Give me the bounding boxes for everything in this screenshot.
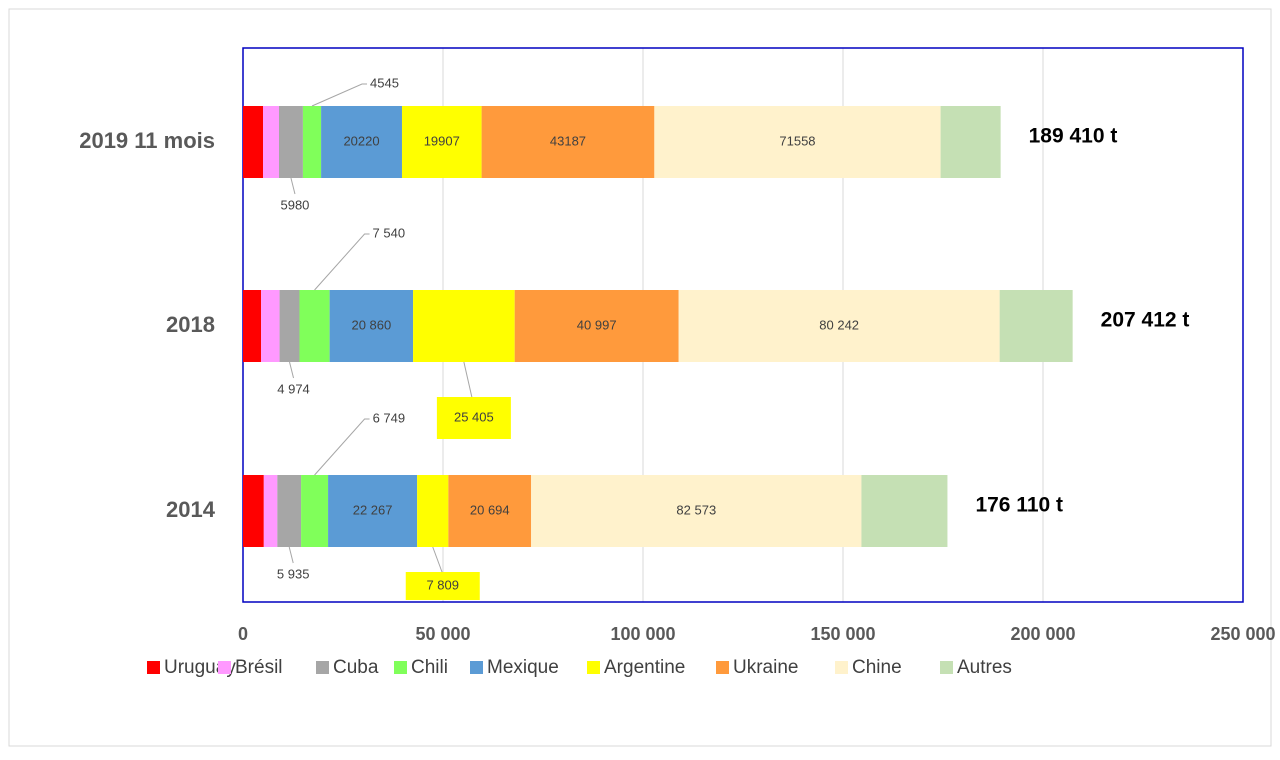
callout-line — [311, 83, 368, 107]
callout-line — [289, 361, 295, 379]
bar-segment — [243, 475, 264, 547]
data-label: 4 974 — [277, 381, 310, 396]
bar-segment — [514, 290, 679, 362]
legend-swatch — [940, 661, 953, 674]
data-label: 20 694 — [470, 502, 510, 517]
bar-segment — [329, 290, 414, 362]
bar-segment — [328, 475, 418, 547]
bar-segment — [279, 290, 300, 362]
legend-label: Chine — [852, 657, 902, 678]
data-label-box — [436, 397, 511, 439]
data-label: 40 997 — [577, 317, 617, 332]
total-label: 189 410 t — [1029, 125, 1118, 148]
bar-segment — [940, 106, 1001, 178]
x-tick-label: 250 000 — [1210, 624, 1275, 644]
callout-line — [314, 233, 370, 291]
bar-segment — [243, 290, 261, 362]
y-tick-label: 2014 — [166, 497, 216, 522]
bar-segment — [261, 290, 280, 362]
bar-segment — [263, 475, 278, 547]
legend-label: Chili — [411, 657, 448, 678]
bar-segment — [263, 106, 279, 178]
bar-segment — [481, 106, 655, 178]
data-label: 5980 — [280, 197, 309, 212]
bar-segment — [417, 475, 449, 547]
legend-label: Mexique — [487, 657, 559, 678]
legend-label: Ukraine — [733, 657, 798, 678]
bar-segment — [299, 290, 330, 362]
callout-line — [290, 177, 296, 195]
x-tick-label: 0 — [238, 624, 248, 644]
bar-segment — [321, 106, 402, 178]
legend-swatch — [316, 661, 329, 674]
total-label: 207 412 t — [1101, 309, 1190, 332]
data-label: 82 573 — [676, 502, 716, 517]
data-label: 6 749 — [373, 410, 406, 425]
data-label: 22 267 — [353, 502, 393, 517]
bar-segment — [654, 106, 941, 178]
data-label: 25 405 — [454, 409, 494, 424]
x-tick-label: 200 000 — [1010, 624, 1075, 644]
data-label: 7 540 — [373, 225, 406, 240]
bar-segment — [301, 475, 329, 547]
data-label-box — [405, 572, 480, 600]
legend-label: Argentine — [604, 657, 685, 678]
bar-segment — [413, 290, 515, 362]
legend-label: Autres — [957, 657, 1012, 678]
data-label: 71558 — [779, 133, 815, 148]
bar-segment — [678, 290, 1000, 362]
legend-swatch — [716, 661, 729, 674]
y-tick-label: 2018 — [166, 312, 215, 337]
y-tick-label: 2019 11 mois — [79, 128, 215, 153]
total-label: 176 110 t — [975, 494, 1063, 517]
x-tick-label: 150 000 — [810, 624, 875, 644]
data-label: 20220 — [343, 133, 379, 148]
legend-label: Brésil — [235, 657, 283, 678]
bar-segment — [243, 106, 263, 178]
legend-swatch — [394, 661, 407, 674]
data-label: 43187 — [550, 133, 586, 148]
bar-segment — [302, 106, 322, 178]
data-label: 5 935 — [277, 566, 310, 581]
callout-line — [432, 546, 444, 575]
bar-segment — [448, 475, 532, 547]
x-tick-label: 50 000 — [415, 624, 470, 644]
data-label: 7 809 — [426, 577, 459, 592]
data-label: 19907 — [424, 133, 460, 148]
legend-swatch — [835, 661, 848, 674]
bar-segment — [531, 475, 862, 547]
legend-swatch — [147, 661, 160, 674]
bar-segment — [277, 475, 302, 547]
legend-swatch — [587, 661, 600, 674]
legend-swatch — [218, 661, 231, 674]
data-label: 4545 — [370, 75, 399, 90]
data-label: 20 860 — [351, 317, 391, 332]
legend-label: Cuba — [333, 657, 379, 678]
callout-line — [288, 546, 294, 564]
x-tick-label: 100 000 — [610, 624, 675, 644]
callout-line — [314, 418, 370, 476]
data-label: 80 242 — [819, 317, 859, 332]
bar-segment — [279, 106, 303, 178]
bar-segment — [999, 290, 1073, 362]
legend-swatch — [470, 661, 483, 674]
bar-segment — [861, 475, 948, 547]
bar-segment — [401, 106, 482, 178]
